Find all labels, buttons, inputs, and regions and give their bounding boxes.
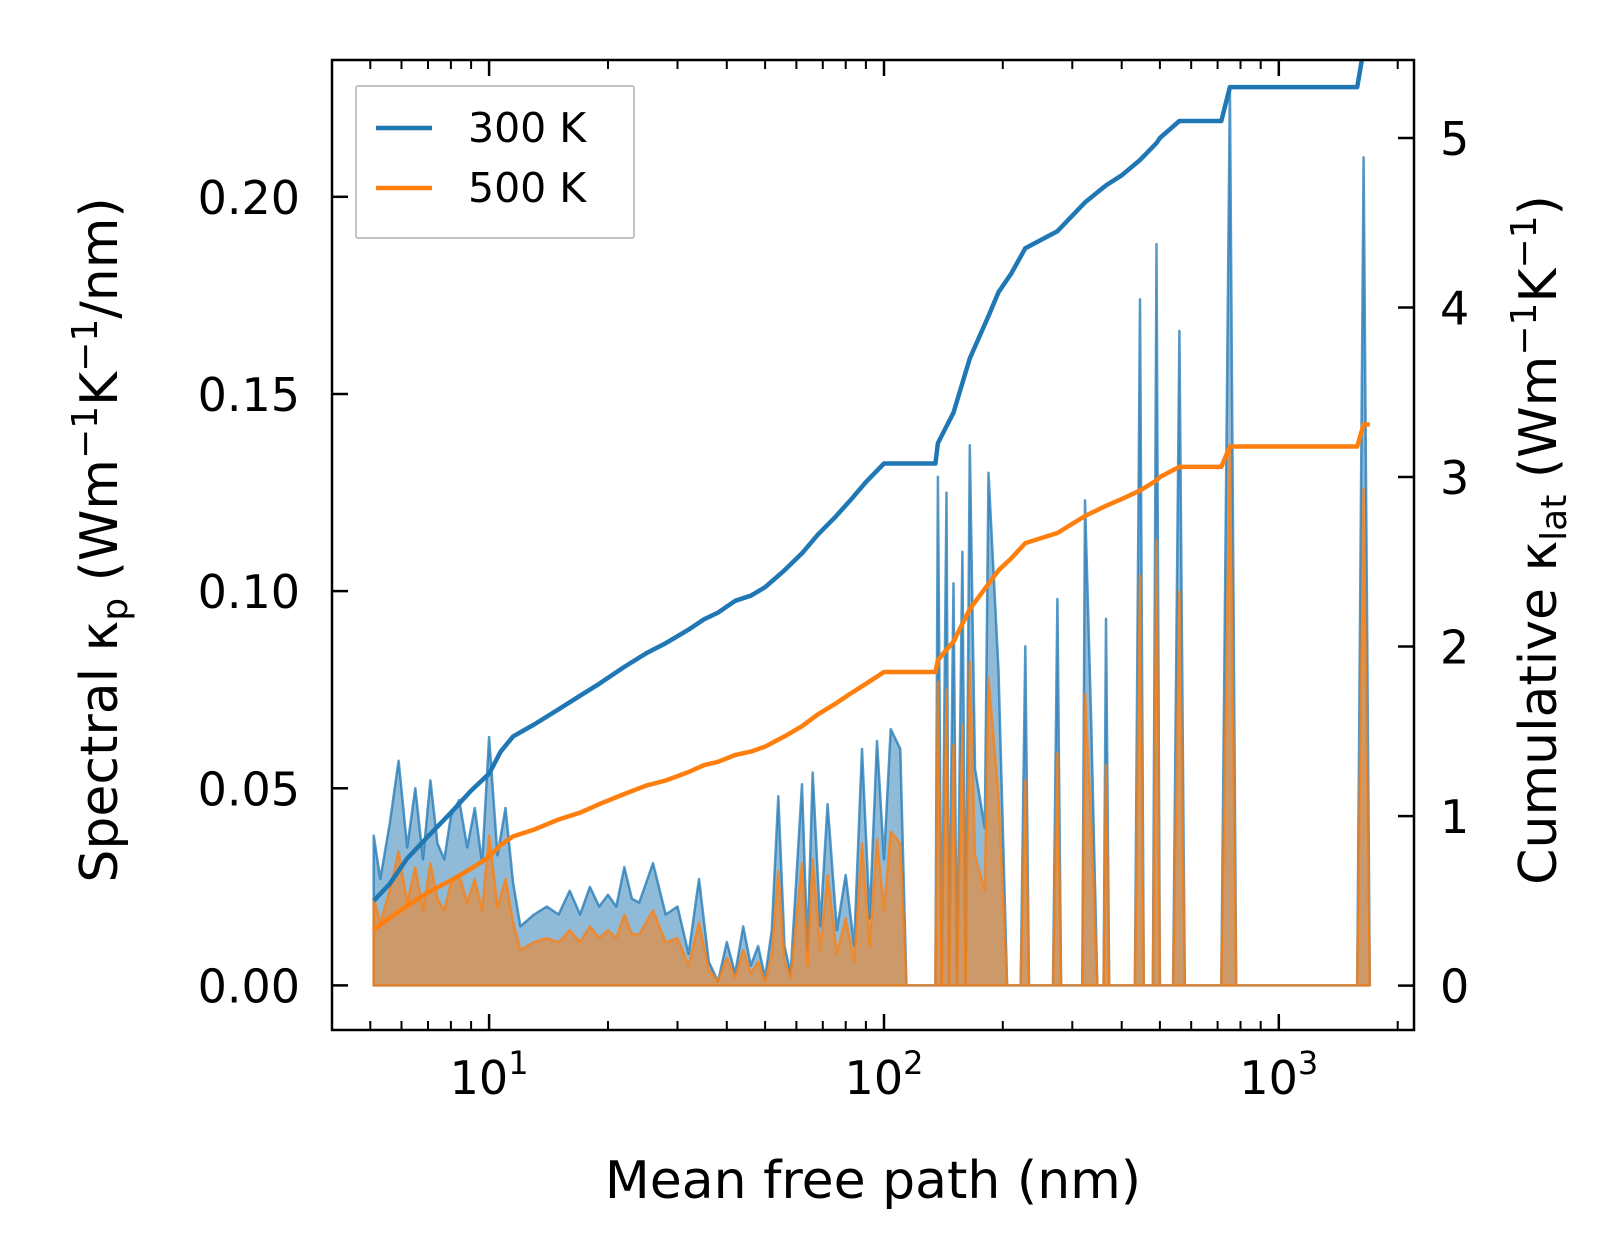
- legend-frame: [355, 85, 635, 239]
- plot-frame: [330, 58, 1416, 1032]
- y-right-tick-label: 3: [1440, 451, 1469, 505]
- legend-label-300k: 300 K: [468, 104, 587, 152]
- y-left-tick-label: 0.15: [198, 368, 300, 422]
- legend: 300 K 500 K: [355, 85, 635, 239]
- y-right-tick-label: 2: [1440, 621, 1469, 675]
- spectral-area-500k: [372, 443, 1372, 987]
- cumulative-lines: [372, 60, 1370, 932]
- y-right-tick-label: 0: [1440, 960, 1469, 1014]
- x-tick-label: 102: [845, 1044, 924, 1105]
- x-axis-label: Mean free path (nm): [605, 1151, 1141, 1211]
- x-tick-label: 103: [1239, 1044, 1318, 1105]
- y-left-tick-label: 0.05: [198, 762, 300, 816]
- y-right-tick-label: 4: [1440, 282, 1469, 336]
- y-right-tick-label: 1: [1440, 790, 1469, 844]
- x-tick-label: 101: [450, 1044, 529, 1105]
- cumulative-line-300k: [372, 60, 1365, 903]
- axis-ticks: 101 102 103 0.00 0.05 0.10 0.15 0.20 0 1 2 3 4 5: [198, 60, 1469, 1105]
- spectral-fills: [372, 85, 1372, 987]
- y-left-tick-label: 0.10: [198, 565, 300, 619]
- y-right-tick-label: 5: [1440, 112, 1469, 166]
- legend-label-500k: 500 K: [468, 164, 587, 212]
- y-left-tick-label: 0.20: [198, 171, 300, 225]
- y-axis-left-label: Spectral κp (Wm−1K−1/nm): [65, 197, 136, 882]
- cumulative-line-500k: [372, 422, 1370, 932]
- y-axis-right-label: Cumulative κlat (Wm−1K−1): [1504, 195, 1575, 885]
- y-left-tick-label: 0.00: [198, 959, 300, 1013]
